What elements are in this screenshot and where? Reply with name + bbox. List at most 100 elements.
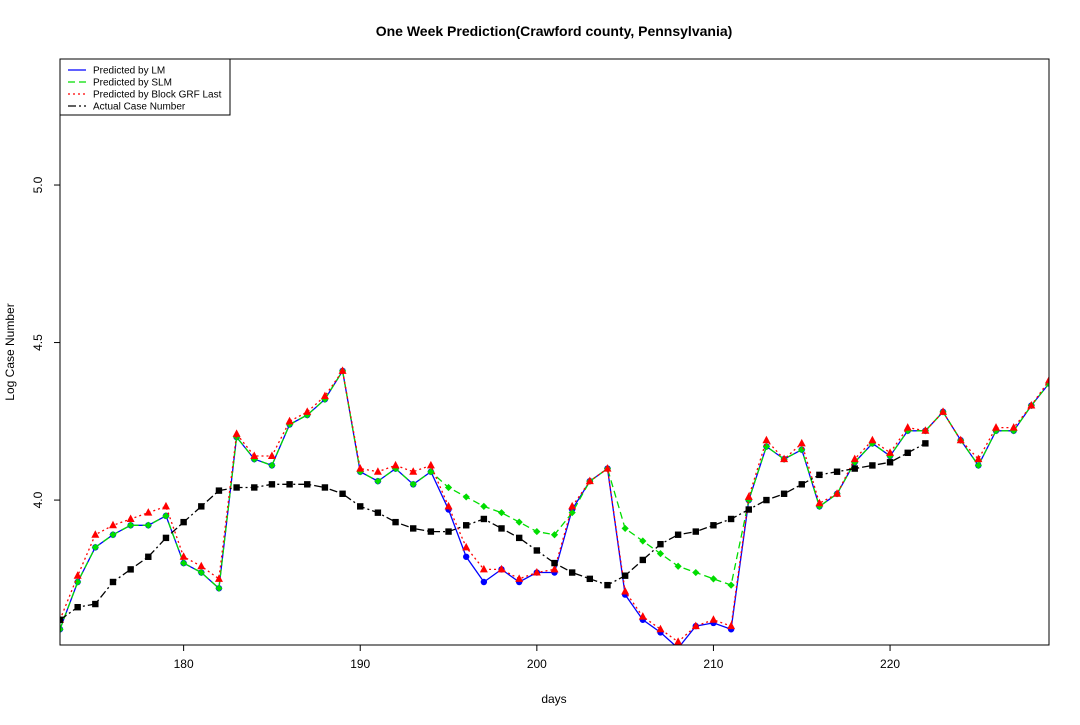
- data-point: [197, 568, 205, 577]
- data-point: [497, 564, 506, 573]
- data-point: [1027, 401, 1036, 409]
- data-point: [515, 518, 523, 526]
- data-point: [798, 481, 805, 488]
- data-point: [338, 366, 347, 374]
- x-tick-label: 210: [703, 657, 723, 671]
- data-point: [427, 528, 435, 535]
- legend-label: Predicted by Block GRF Last: [93, 90, 222, 101]
- data-point: [797, 438, 806, 447]
- data-point: [232, 429, 241, 437]
- data-point: [709, 615, 718, 623]
- data-point: [267, 451, 276, 459]
- data-point: [692, 568, 700, 577]
- x-tick-label: 180: [174, 657, 194, 671]
- data-point: [515, 534, 523, 542]
- data-point: [780, 454, 789, 463]
- data-point: [60, 625, 64, 633]
- data-point: [568, 569, 576, 576]
- data-point: [161, 501, 170, 510]
- data-point: [497, 509, 506, 517]
- axes: 180 190 200 210 220 4.0 4.5 5.0: [31, 58, 1050, 671]
- data-point: [109, 531, 117, 539]
- data-point: [692, 528, 699, 535]
- data-point: [462, 542, 471, 551]
- data-point: [445, 528, 452, 535]
- data-point: [850, 454, 859, 463]
- data-point: [674, 637, 683, 645]
- data-point: [374, 509, 382, 516]
- data-point: [550, 531, 559, 539]
- data-point: [674, 531, 682, 538]
- series-line: [60, 442, 926, 621]
- data-point: [74, 578, 82, 586]
- data-point: [356, 468, 364, 476]
- data-point: [109, 578, 117, 586]
- data-point: [215, 584, 223, 592]
- data-point: [180, 518, 187, 526]
- x-tick-label: 220: [880, 657, 900, 671]
- data-point: [162, 534, 170, 542]
- data-point: [763, 496, 770, 504]
- data-point: [480, 578, 488, 586]
- data-point: [992, 423, 1001, 431]
- data-point: [604, 581, 611, 589]
- data-point: [833, 468, 841, 475]
- data-point: [480, 515, 488, 523]
- data-point: [551, 559, 558, 567]
- legend-label: Predicted by LM: [93, 66, 165, 77]
- data-point: [780, 490, 788, 497]
- data-point: [656, 624, 665, 633]
- data-point: [727, 515, 735, 523]
- data-point: [1009, 423, 1018, 431]
- x-tick-label: 200: [527, 657, 547, 671]
- data-point: [410, 525, 417, 532]
- data-point: [444, 483, 453, 492]
- data-point: [974, 454, 983, 463]
- data-point: [127, 566, 134, 573]
- data-point: [304, 481, 311, 488]
- data-point: [710, 522, 717, 529]
- data-point: [798, 446, 806, 454]
- data-point: [92, 600, 99, 608]
- data-point: [127, 521, 135, 529]
- data-point: [462, 522, 470, 529]
- data-point: [197, 561, 206, 570]
- data-point: [621, 586, 630, 595]
- data-point: [409, 467, 418, 475]
- data-point: [268, 461, 276, 470]
- data-point: [409, 480, 417, 488]
- data-point: [214, 574, 223, 582]
- data-point: [108, 520, 117, 529]
- data-point: [886, 459, 894, 466]
- data-point: [886, 448, 895, 456]
- data-point: [391, 460, 400, 469]
- data-point: [444, 501, 453, 510]
- data-point: [903, 423, 912, 431]
- legend-label: Predicted by SLM: [93, 78, 172, 89]
- data-point: [339, 490, 346, 497]
- data-point: [91, 543, 99, 551]
- data-point: [744, 492, 753, 500]
- data-point: [462, 493, 470, 501]
- data-point: [956, 435, 965, 444]
- data-point: [868, 435, 877, 444]
- data-point: [603, 464, 612, 472]
- series-predicted-by-lm: [60, 367, 1049, 645]
- data-point: [268, 481, 276, 488]
- data-point: [677, 644, 679, 645]
- data-point: [851, 465, 858, 472]
- data-point: [674, 562, 682, 570]
- data-point: [74, 603, 81, 611]
- x-axis-label: days: [541, 692, 566, 706]
- data-point: [198, 503, 205, 510]
- data-point: [921, 426, 930, 434]
- data-point: [762, 435, 771, 444]
- data-point: [215, 487, 223, 494]
- data-point: [550, 564, 559, 573]
- legend-label: Actual Case Number: [93, 102, 186, 113]
- data-point: [426, 460, 435, 469]
- data-point: [568, 501, 577, 510]
- data-point: [639, 556, 647, 564]
